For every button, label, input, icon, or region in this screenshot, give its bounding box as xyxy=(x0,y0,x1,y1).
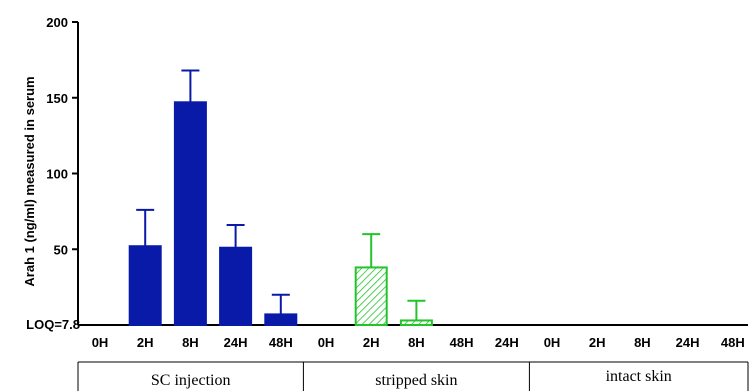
group-label: SC injection xyxy=(151,372,231,389)
bar xyxy=(128,245,162,326)
labels: 200 150 100 50 LOQ=7.8 Arah 1 (ng/ml) measure… xyxy=(22,15,745,350)
group-label: intact skin xyxy=(606,368,672,385)
x-tick-label: 24H xyxy=(676,335,700,350)
x-tick-label: 8H xyxy=(182,335,199,350)
x-tick-label: 48H xyxy=(269,335,293,350)
x-tick-label: 0H xyxy=(318,335,335,350)
x-tick-label: 48H xyxy=(450,335,474,350)
x-tick-label: 24H xyxy=(495,335,519,350)
loq-label: LOQ=7.8 xyxy=(26,317,80,332)
x-tick-label: 2H xyxy=(589,335,606,350)
x-tick-label: 2H xyxy=(363,335,380,350)
y-tick-label: 100 xyxy=(46,167,68,182)
bar xyxy=(354,266,388,326)
bar xyxy=(264,313,298,326)
x-tick-label: 2H xyxy=(137,335,154,350)
x-tick-label: 24H xyxy=(224,335,248,350)
y-tick-label: 50 xyxy=(54,242,68,257)
group-boxes: SC injection stripped skin intact skin xyxy=(77,361,749,391)
y-tick-label: 200 xyxy=(46,15,68,30)
x-tick-label: 8H xyxy=(408,335,425,350)
x-tick-label: 8H xyxy=(634,335,651,350)
x-tick-label: 0H xyxy=(544,335,561,350)
y-axis-title: Arah 1 (ng/ml) measured in serum xyxy=(22,76,37,286)
axes xyxy=(72,21,748,326)
bars xyxy=(128,69,433,326)
bar xyxy=(219,246,253,326)
group-label: stripped skin xyxy=(375,372,457,389)
bar xyxy=(173,101,207,326)
x-tick-label: 48H xyxy=(721,335,745,350)
x-tick-label: 0H xyxy=(92,335,109,350)
y-tick-label: 150 xyxy=(46,91,68,106)
bar xyxy=(399,319,433,326)
